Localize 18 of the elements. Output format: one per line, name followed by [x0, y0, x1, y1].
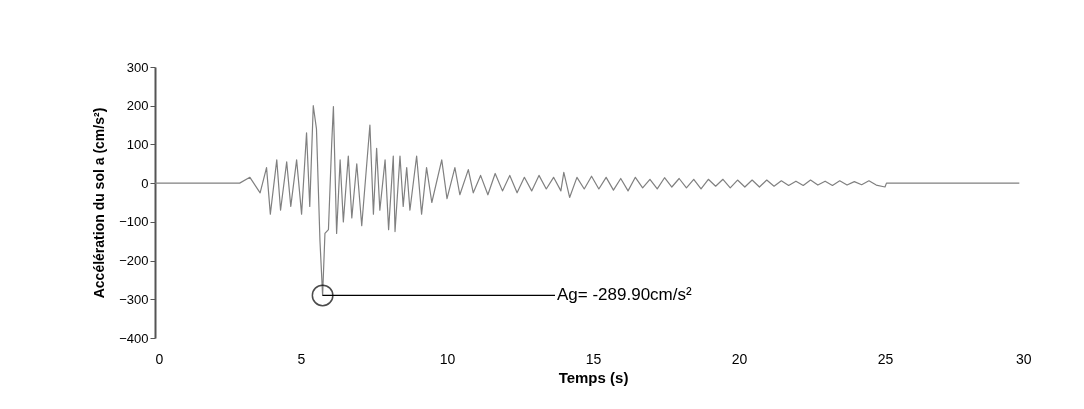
y-tick-label: −100: [119, 214, 149, 230]
x-tick-label: 0: [155, 350, 164, 367]
x-tick-label: 5: [297, 350, 306, 367]
x-tick-label: 20: [731, 350, 748, 367]
y-tick-label: 0: [141, 175, 149, 191]
x-tick-label: 15: [585, 350, 602, 367]
y-tick-label: 300: [126, 59, 149, 75]
x-tick-label: 30: [1015, 350, 1032, 367]
y-tick-label: −300: [119, 291, 149, 307]
y-tick-label: 100: [126, 136, 149, 152]
x-axis-title: Temps (s): [558, 368, 629, 386]
x-tick-label: 10: [439, 350, 456, 367]
y-tick-label: −400: [119, 330, 149, 346]
x-tick-label: 25: [877, 350, 894, 367]
annotation: Ag= -289.90cm/s²: [557, 285, 692, 305]
y-tick-label: 200: [126, 98, 149, 114]
y-axis-title: Accélération du sol a (cm/s²): [91, 107, 108, 299]
y-tick-label: −200: [119, 253, 149, 269]
